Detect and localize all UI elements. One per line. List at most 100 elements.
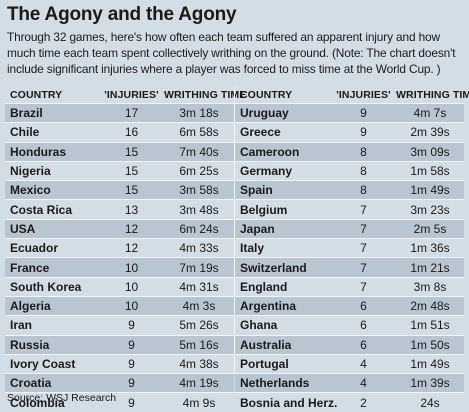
injuries-cell: 7 <box>331 276 396 297</box>
injuries-cell: 7 <box>331 257 396 278</box>
country-cell: Netherlands <box>235 373 331 393</box>
table-row: Ivory Coast 9 4m 38s <box>5 353 234 374</box>
table-row: France 10 7m 19s <box>5 257 234 278</box>
injuries-cell: 9 <box>331 102 396 123</box>
injuries-cell: 10 <box>99 257 164 278</box>
table-row: Ecuador 12 4m 33s <box>5 238 234 258</box>
writhing-time-cell: 2m 48s <box>396 295 464 316</box>
injuries-cell: 8 <box>331 180 396 200</box>
writhing-time-cell: 2m 39s <box>396 122 464 143</box>
writhing-time-cell: 6m 58s <box>164 122 234 143</box>
writhing-time-cell: 6m 25s <box>164 160 234 181</box>
table-row: Russia 9 5m 16s <box>5 334 234 355</box>
table-row: Honduras 15 7m 40s <box>5 141 234 162</box>
injuries-cell: 9 <box>331 122 396 143</box>
writhing-time-cell: 4m 38s <box>164 353 234 374</box>
country-cell: Ghana <box>235 315 331 336</box>
injuries-cell: 9 <box>99 392 164 412</box>
country-cell: Algeria <box>5 295 99 316</box>
table-row: Cameroon 8 3m 09s <box>235 141 464 162</box>
country-cell: Chile <box>5 122 99 143</box>
country-cell: Switzerland <box>235 257 331 278</box>
table-row: Ghana 6 1m 51s <box>235 315 464 336</box>
injuries-cell: 4 <box>331 353 396 374</box>
country-cell: Ecuador <box>5 238 99 258</box>
writhing-time-cell: 1m 50s <box>396 334 464 355</box>
injuries-cell: 16 <box>99 122 164 143</box>
injuries-cell: 10 <box>99 276 164 297</box>
injuries-cell: 6 <box>331 334 396 355</box>
column-header-writhing-time: WRITHING TIME <box>396 88 469 101</box>
table-row: Spain 8 1m 49s <box>235 180 464 200</box>
table-row: England 7 3m 8s <box>235 276 464 297</box>
country-cell: Spain <box>235 180 331 200</box>
country-cell: Japan <box>235 218 331 239</box>
writhing-time-cell: 24s <box>396 392 464 412</box>
writhing-time-cell: 1m 51s <box>396 315 464 336</box>
writhing-time-cell: 3m 23s <box>396 199 464 220</box>
table-row: Belgium 7 3m 23s <box>235 199 464 220</box>
table-row: Australia 6 1m 50s <box>235 334 464 355</box>
country-cell: Honduras <box>5 141 99 162</box>
country-cell: France <box>5 257 99 278</box>
column-header-injuries: 'INJURIES' <box>336 88 391 101</box>
writhing-time-cell: 2m 5s <box>396 218 464 239</box>
country-cell: Croatia <box>5 373 99 393</box>
injuries-cell: 4 <box>331 373 396 393</box>
country-cell: Greece <box>235 122 331 143</box>
injuries-cell: 15 <box>99 160 164 181</box>
writhing-time-cell: 7m 19s <box>164 257 234 278</box>
injuries-cell: 7 <box>331 238 396 258</box>
table-row: Algeria 10 4m 3s <box>5 295 234 316</box>
injuries-cell: 9 <box>99 334 164 355</box>
writhing-time-cell: 1m 49s <box>396 353 464 374</box>
injuries-cell: 15 <box>99 180 164 200</box>
injuries-cell: 6 <box>331 295 396 316</box>
writhing-time-cell: 5m 26s <box>164 315 234 336</box>
table-row: Nigeria 15 6m 25s <box>5 160 234 181</box>
writhing-time-cell: 5m 16s <box>164 334 234 355</box>
writhing-time-cell: 4m 19s <box>164 373 234 393</box>
country-cell: USA <box>5 218 99 239</box>
country-cell: Brazil <box>5 102 99 123</box>
table-row: Croatia 9 4m 19s <box>5 373 234 393</box>
table-header-row: COUNTRY 'INJURIES' WRITHING TIME <box>235 86 469 104</box>
writhing-time-cell: 4m 7s <box>396 102 464 123</box>
writhing-time-cell: 4m 31s <box>164 276 234 297</box>
country-cell: Bosnia and Herz. <box>235 392 337 412</box>
table-row: South Korea 10 4m 31s <box>5 276 234 297</box>
table-row: Iran 9 5m 26s <box>5 315 234 336</box>
writhing-time-cell: 1m 21s <box>396 257 464 278</box>
column-header-writhing-time: WRITHING TIME <box>164 88 247 101</box>
column-divider <box>234 86 235 374</box>
writhing-time-cell: 4m 9s <box>164 392 234 412</box>
chart-title: The Agony and the Agony <box>7 4 237 25</box>
table-row: Uruguay 9 4m 7s <box>235 102 464 123</box>
country-cell: Colombia <box>5 392 99 412</box>
table-row: Switzerland 7 1m 21s <box>235 257 464 278</box>
writhing-time-cell: 3m 48s <box>164 199 234 220</box>
table-row: Netherlands 4 1m 39s <box>235 373 464 393</box>
writhing-time-cell: 6m 24s <box>164 218 234 239</box>
writhing-time-cell: 1m 49s <box>396 180 464 200</box>
column-header-country: COUNTRY <box>10 88 63 101</box>
column-header-injuries: 'INJURIES' <box>104 88 159 101</box>
injuries-cell: 17 <box>99 102 164 123</box>
chart-description: Through 32 games, here's how often each … <box>7 30 456 76</box>
country-cell: Australia <box>235 334 331 355</box>
writhing-time-cell: 7m 40s <box>164 141 234 162</box>
country-cell: Cameroon <box>235 141 331 162</box>
table-row: Mexico 15 3m 58s <box>5 180 234 200</box>
country-cell: Mexico <box>5 180 99 200</box>
column-header-country: COUNTRY <box>240 88 293 101</box>
injuries-cell: 9 <box>99 315 164 336</box>
table-row: Japan 7 2m 5s <box>235 218 464 239</box>
country-cell: Argentina <box>235 295 331 316</box>
country-cell: Ivory Coast <box>5 353 99 374</box>
country-cell: Germany <box>235 160 331 181</box>
writhing-time-cell: 3m 8s <box>396 276 464 297</box>
injuries-cell: 2 <box>331 392 396 412</box>
country-cell: Italy <box>235 238 331 258</box>
table-row: Chile 16 6m 58s <box>5 122 234 143</box>
table-header-row: COUNTRY 'INJURIES' WRITHING TIME <box>5 86 247 104</box>
